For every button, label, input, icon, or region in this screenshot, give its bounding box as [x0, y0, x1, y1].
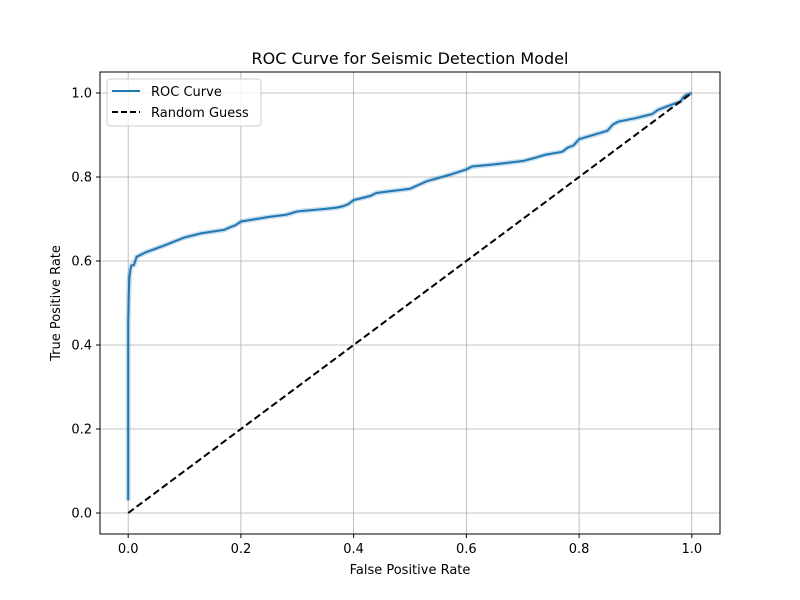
axis-ticks: 0.0 0.2 0.4 0.6 0.8 1.0 0.0 0.2 0.4 0.6 0.8 1.0: [71, 87, 702, 558]
series-line-random-guess: [127, 92, 693, 514]
x-tick-label: 0.2: [231, 542, 252, 557]
y-tick-label: 0.0: [71, 507, 92, 522]
x-tick-label: 0.6: [456, 542, 477, 557]
series-line-roc-curve: [127, 92, 693, 501]
grid: [100, 72, 720, 534]
x-tick-label: 0.4: [343, 542, 364, 557]
y-axis-label: True Positive Rate: [49, 245, 64, 362]
x-tick-label: 0.0: [118, 542, 139, 557]
chart-title: ROC Curve for Seismic Detection Model: [252, 49, 569, 68]
plot-frame: [99, 71, 721, 535]
y-tick-label: 0.8: [71, 171, 92, 186]
y-tick-label: 1.0: [71, 87, 92, 102]
y-tick-label: 0.2: [71, 423, 92, 438]
x-axis-label: False Positive Rate: [350, 563, 471, 578]
series-group: [125, 90, 693, 514]
y-tick-label: 0.6: [71, 255, 92, 270]
y-tick-label: 0.4: [71, 339, 92, 354]
legend-label-random: Random Guess: [151, 106, 249, 121]
x-tick-label: 1.0: [681, 542, 702, 557]
legend-box: [106, 78, 262, 127]
legend: ROC Curve Random Guess: [106, 78, 262, 127]
x-tick-label: 0.8: [569, 542, 590, 557]
legend-label-roc: ROC Curve: [151, 85, 222, 100]
